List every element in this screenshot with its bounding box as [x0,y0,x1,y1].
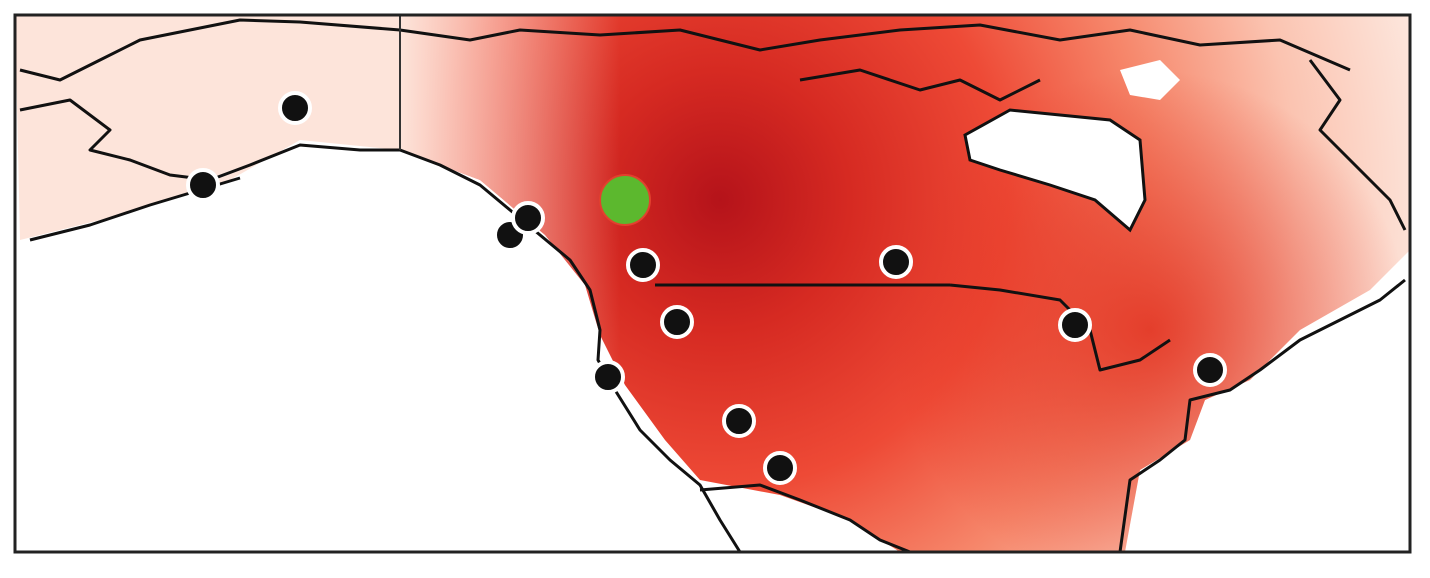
site [511,201,545,235]
site [763,451,797,485]
coastline [1118,278,1406,553]
sites [186,91,1227,485]
alaska-shade [15,15,400,240]
coastline [699,483,911,554]
site [722,404,756,438]
map-frame [13,13,1412,554]
ice-area [963,108,1147,233]
site [1058,308,1092,342]
site [660,305,694,339]
highlight-site [599,174,651,226]
coastline [799,68,1041,102]
site [1193,353,1227,387]
coastline [19,98,742,553]
site [186,168,220,202]
ice-area [1120,60,1180,100]
site [879,245,913,279]
site [591,360,625,394]
site [278,91,312,125]
coastline [19,18,1351,82]
site [626,248,660,282]
coastline [1308,59,1407,231]
